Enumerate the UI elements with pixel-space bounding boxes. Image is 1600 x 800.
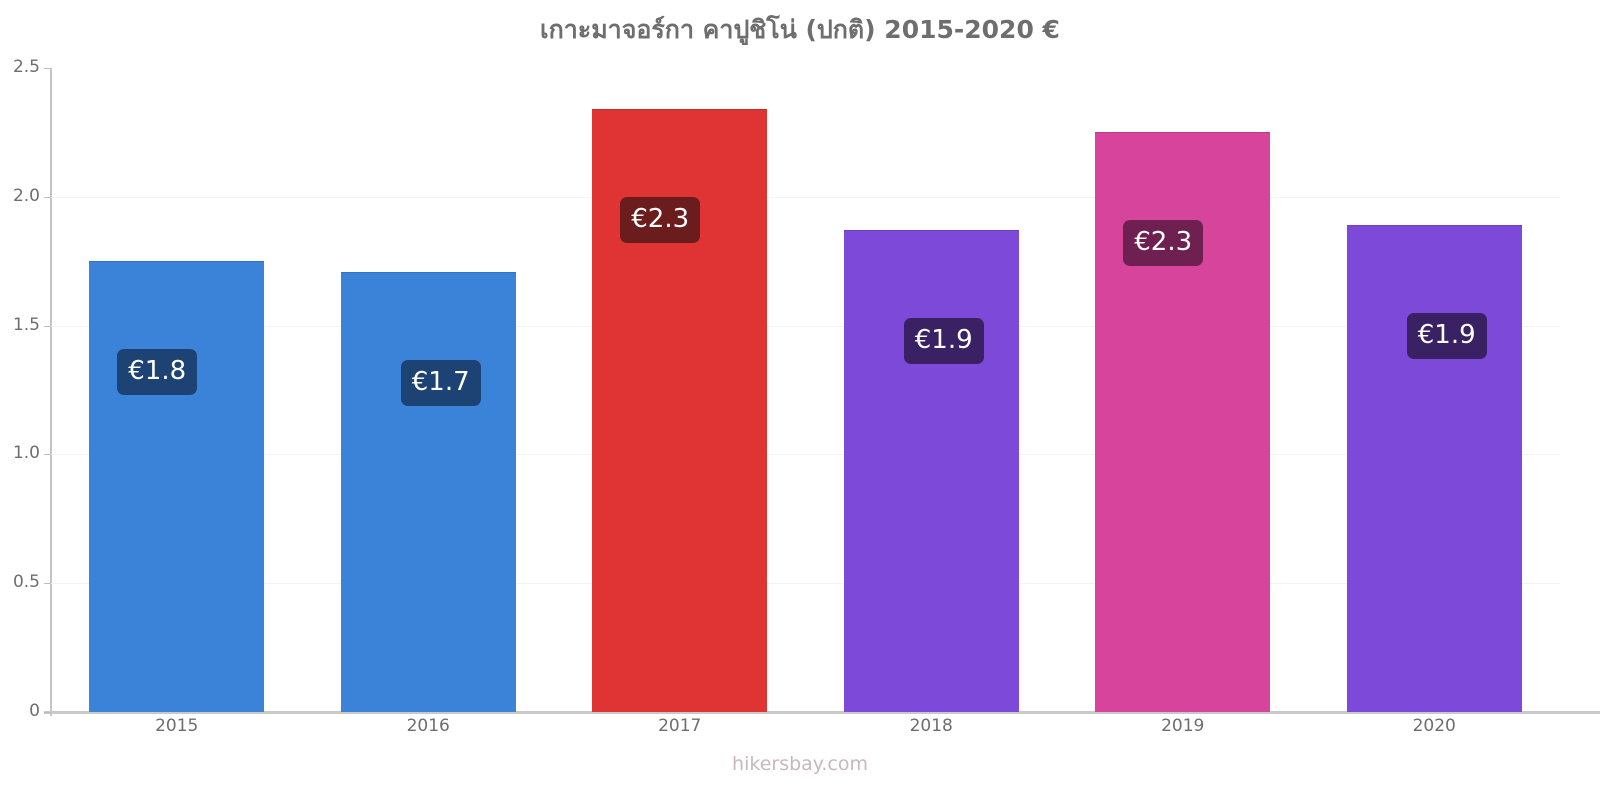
gridline: [51, 583, 1560, 585]
bar-value-label: €1.8: [117, 349, 198, 396]
bar-rect: [1346, 225, 1522, 712]
x-tick-label-2017: 2017: [658, 716, 702, 736]
gridline: [51, 196, 1560, 198]
bar-value-label: €1.9: [1406, 313, 1487, 360]
bar-2019[interactable]: €2.3: [1095, 132, 1271, 712]
x-tick-label-2015: 2015: [155, 716, 199, 736]
x-tick-label-2018: 2018: [909, 716, 953, 736]
y-tick-mark: [44, 583, 51, 585]
x-tick-label-2016: 2016: [406, 716, 450, 736]
bar-value-label: €2.3: [620, 197, 701, 244]
y-tick-mark: [44, 325, 51, 327]
y-tick-mark: [44, 454, 51, 456]
bar-value-label: €1.7: [400, 359, 481, 406]
y-tick-mark: [44, 196, 51, 198]
y-tick-label: 2.5: [12, 57, 40, 77]
bar-2016[interactable]: €1.7: [340, 271, 516, 712]
gridline: [51, 325, 1560, 327]
y-axis-line: [50, 68, 52, 716]
page-title: เกาะมาจอร์กา คาปูชิโน่ (ปกติ) 2015-2020 …: [540, 15, 1060, 44]
y-tick-mark: [44, 68, 51, 69]
y-tick-label: 1.5: [12, 314, 40, 335]
bar-2017[interactable]: €2.3: [592, 109, 768, 712]
gridline: [51, 454, 1560, 456]
bar-rect: [89, 261, 265, 712]
y-tick-mark: [44, 712, 51, 713]
y-tick-label: 0: [29, 701, 40, 721]
bar-value-label: €2.3: [1123, 220, 1204, 267]
footer-source: hikersbay.com: [732, 753, 868, 775]
bar-2015[interactable]: €1.8: [89, 261, 265, 712]
bar-rect: [340, 271, 516, 712]
x-tick-label-2019: 2019: [1161, 716, 1205, 736]
x-tick-label-2020: 2020: [1412, 716, 1456, 736]
y-tick-label: 2.0: [12, 185, 40, 206]
bar-value-label: €1.9: [903, 318, 984, 365]
bar-rect: [843, 230, 1019, 712]
y-tick-label: 1.0: [12, 443, 40, 464]
bar-rect: [1095, 132, 1271, 712]
bar-2020[interactable]: €1.9: [1346, 225, 1522, 712]
plot-area: €1.8 €1.7 €2.3 €1.9 €2.3 €1.9: [51, 68, 1560, 712]
x-axis-line: [44, 711, 1600, 714]
bar-2018[interactable]: €1.9: [843, 230, 1019, 712]
y-tick-label: 0.5: [12, 572, 40, 593]
